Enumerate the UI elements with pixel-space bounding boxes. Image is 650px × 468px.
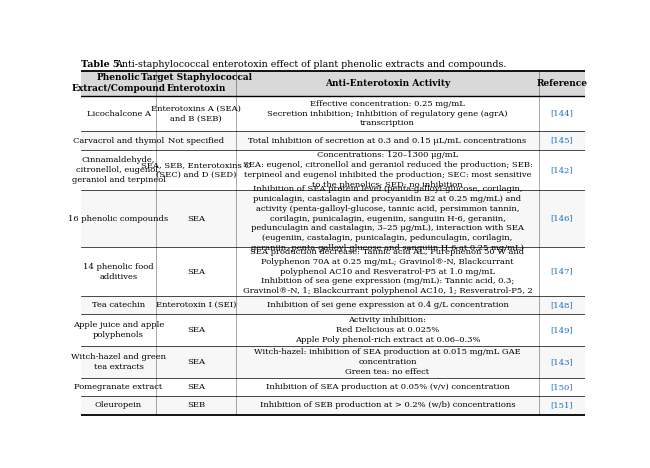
Text: [148]: [148] bbox=[551, 301, 573, 309]
Text: [143]: [143] bbox=[551, 358, 573, 366]
Bar bbox=[81, 150, 585, 190]
Text: SEA: SEA bbox=[187, 268, 205, 276]
Bar bbox=[81, 396, 585, 415]
Text: Licochalcone A: Licochalcone A bbox=[86, 110, 151, 117]
Text: Total inhibition of secretion at 0.3 and 0.15 μL/mL concentrations: Total inhibition of secretion at 0.3 and… bbox=[248, 137, 526, 145]
Bar bbox=[81, 132, 585, 150]
Text: SEB: SEB bbox=[187, 402, 205, 410]
Bar bbox=[81, 96, 585, 132]
Text: 16 phenolic compounds: 16 phenolic compounds bbox=[68, 214, 168, 223]
Text: Witch-hazel and green
tea extracts: Witch-hazel and green tea extracts bbox=[71, 353, 166, 371]
Bar bbox=[81, 247, 585, 296]
Text: Cinnamaldehyde,
citronellol, eugenol,
geraniol and terpineol: Cinnamaldehyde, citronellol, eugenol, ge… bbox=[72, 156, 166, 183]
Text: Oleuropein: Oleuropein bbox=[95, 402, 142, 410]
Text: Apple juice and apple
polyphenols: Apple juice and apple polyphenols bbox=[73, 322, 164, 339]
Text: [145]: [145] bbox=[551, 137, 573, 145]
Bar bbox=[81, 71, 585, 96]
Text: [142]: [142] bbox=[551, 166, 573, 174]
Text: Anti-Enterotoxin Activity: Anti-Enterotoxin Activity bbox=[325, 79, 450, 88]
Text: SEA: SEA bbox=[187, 326, 205, 334]
Bar bbox=[81, 346, 585, 378]
Text: [149]: [149] bbox=[551, 326, 573, 334]
Text: 14 phenolic food
additives: 14 phenolic food additives bbox=[83, 263, 154, 280]
Text: Tea catechin: Tea catechin bbox=[92, 301, 145, 309]
Text: Enterotoxin I (SEI): Enterotoxin I (SEI) bbox=[156, 301, 237, 309]
Text: [147]: [147] bbox=[551, 268, 573, 276]
Text: Target Staphylococcal
Enterotoxin: Target Staphylococcal Enterotoxin bbox=[140, 73, 252, 93]
Text: Inhibition of sei gene expression at 0.4 g/L concentration: Inhibition of sei gene expression at 0.4… bbox=[266, 301, 508, 309]
Text: [146]: [146] bbox=[551, 214, 573, 223]
Text: [150]: [150] bbox=[551, 383, 573, 391]
Bar bbox=[81, 314, 585, 346]
Text: SEA, SEB, Enterotoxins C
(SEC) and D (SED): SEA, SEB, Enterotoxins C (SEC) and D (SE… bbox=[141, 161, 251, 179]
Text: SEA: SEA bbox=[187, 358, 205, 366]
Text: Reference: Reference bbox=[536, 79, 588, 88]
Bar bbox=[81, 190, 585, 247]
Text: SEA: SEA bbox=[187, 383, 205, 391]
Text: Pomegranate extract: Pomegranate extract bbox=[74, 383, 162, 391]
Text: SEA production decrease: Tannic acid AL, Purephenon 50 W and
Polyphenon 70A at 0: SEA production decrease: Tannic acid AL,… bbox=[242, 248, 532, 295]
Text: Anti-staphylococcal enterotoxin effect of plant phenolic extracts and compounds.: Anti-staphylococcal enterotoxin effect o… bbox=[116, 60, 507, 69]
Text: Activity inhibition:
Red Delicious at 0.025%
Apple Poly phenol-rich extract at 0: Activity inhibition: Red Delicious at 0.… bbox=[295, 316, 480, 344]
Text: Effective concentration: 0.25 mg/mL
Secretion inhibition; Inhibition of regulato: Effective concentration: 0.25 mg/mL Secr… bbox=[267, 100, 508, 127]
Text: Phenolic
Extract/Compound: Phenolic Extract/Compound bbox=[72, 73, 166, 93]
Text: [151]: [151] bbox=[551, 402, 573, 410]
Bar bbox=[81, 378, 585, 396]
Text: Carvacrol and thymol: Carvacrol and thymol bbox=[73, 137, 164, 145]
Text: Not specified: Not specified bbox=[168, 137, 224, 145]
Text: Inhibition of SEA production at 0.05% (v/v) concentration: Inhibition of SEA production at 0.05% (v… bbox=[266, 383, 510, 391]
Text: SEA: SEA bbox=[187, 214, 205, 223]
Text: Inhibition of SEA protein level (penta-galloyl-glucose, corilagin,
punicalagin, : Inhibition of SEA protein level (penta-g… bbox=[251, 185, 524, 252]
Text: Enterotoxins A (SEA)
and B (SEB): Enterotoxins A (SEA) and B (SEB) bbox=[151, 105, 241, 123]
Text: Inhibition of SEB production at > 0.2% (w/b) concentrations: Inhibition of SEB production at > 0.2% (… bbox=[260, 402, 515, 410]
Text: Table 5.: Table 5. bbox=[81, 60, 123, 69]
Text: Witch-hazel: inhibition of SEA production at 0.015 mg/mL GAE
concentration
Green: Witch-hazel: inhibition of SEA productio… bbox=[254, 348, 521, 376]
Bar bbox=[81, 296, 585, 314]
Text: Concentrations: 120–1300 μg/mL
SEA: eugenol, citronellol and geraniol reduced th: Concentrations: 120–1300 μg/mL SEA: euge… bbox=[242, 151, 532, 189]
Text: [144]: [144] bbox=[551, 110, 573, 117]
